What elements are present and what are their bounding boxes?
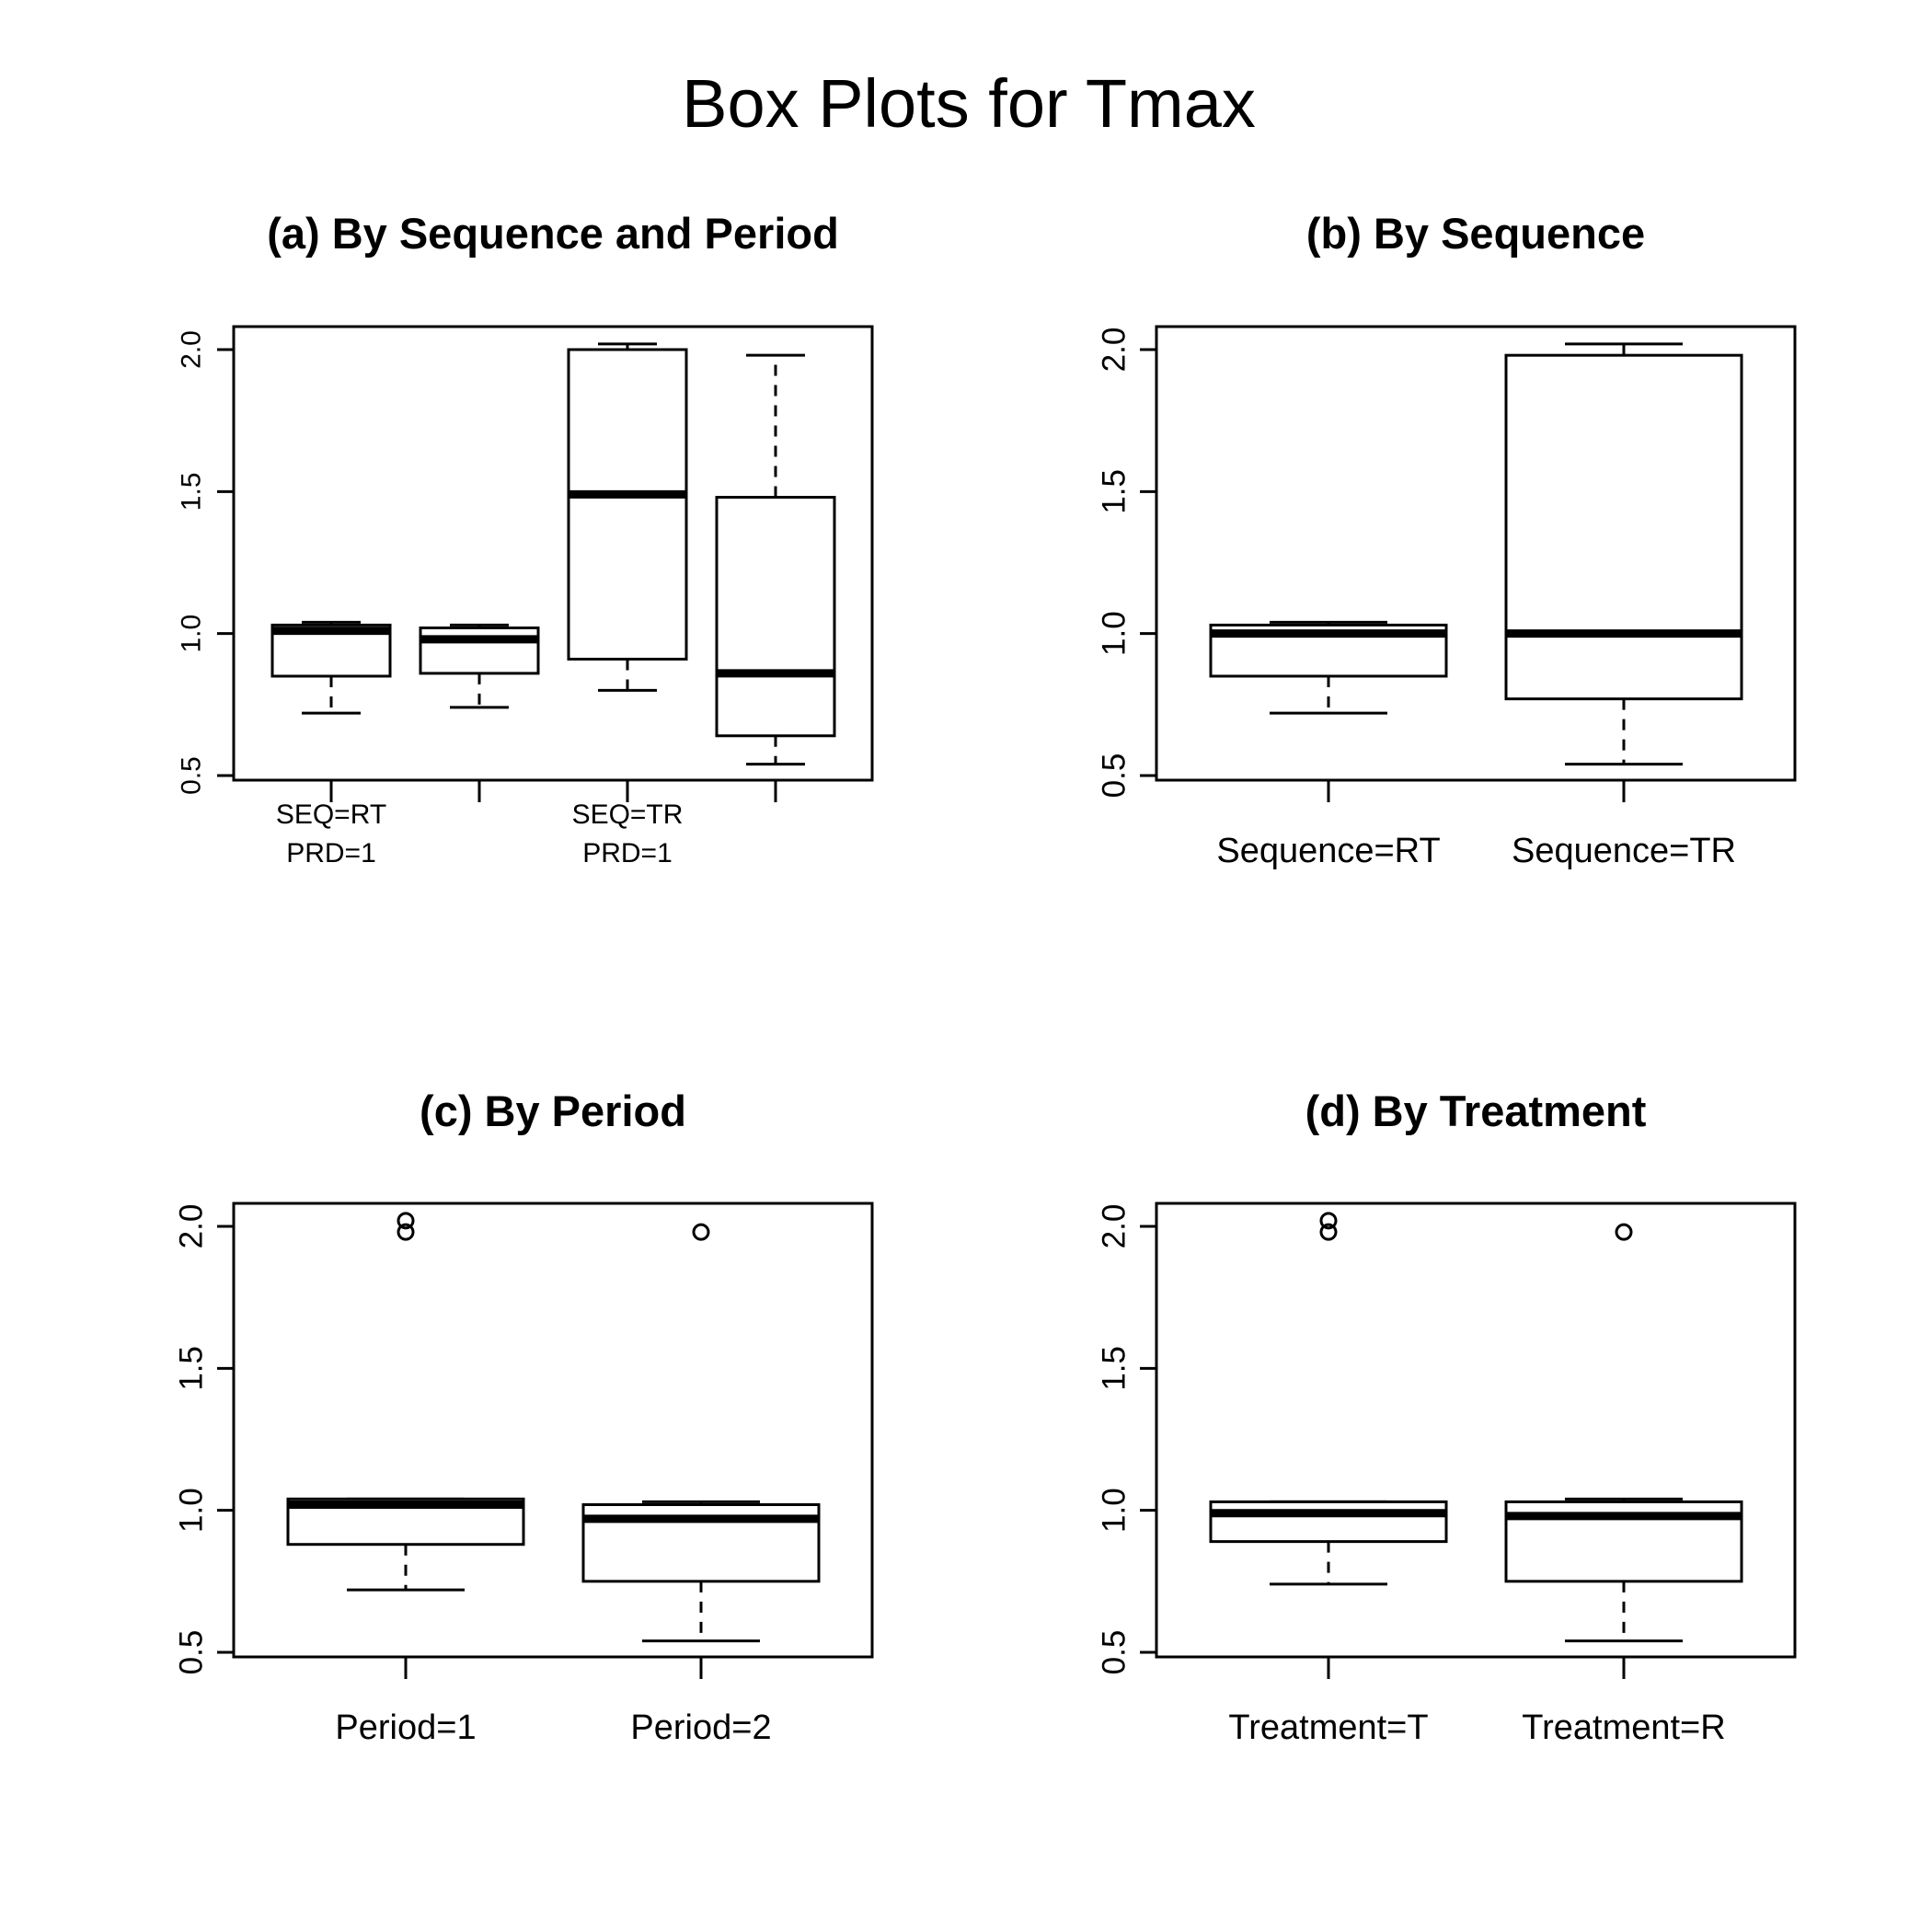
box-body [1209, 1500, 1448, 1544]
outlier-point [1319, 1223, 1338, 1241]
x-category-label: Period=2 [630, 1708, 771, 1747]
box-2: Period=2 [581, 1223, 821, 1747]
panel-c: (c) By Period 0.5 1.0 1.5 2.0 Period=1 Period=… [174, 1087, 874, 1747]
figure-title: Box Plots for Tmax [682, 65, 1256, 142]
x-category-label: Treatment=T [1228, 1708, 1428, 1747]
plot-frame [232, 325, 874, 782]
box-body [567, 348, 688, 661]
outlier-point [1319, 1212, 1338, 1230]
y-tick-label: 2.0 [1097, 1204, 1133, 1249]
panel-title: (c) By Period [420, 1087, 686, 1135]
y-tick-label: 1.5 [177, 472, 207, 511]
y-axis: 0.5 1.0 1.5 2.0 [1097, 328, 1156, 799]
y-axis: 0.5 1.0 1.5 2.0 [1097, 1204, 1156, 1675]
outlier-point [692, 1223, 710, 1241]
panel-d: (d) By Treatment 0.5 1.0 1.5 2.0 Treatment=T T… [1097, 1087, 1797, 1747]
y-tick-label: 0.5 [174, 1630, 210, 1675]
plot-frame [232, 1202, 874, 1659]
box-1: Treatment=T [1209, 1212, 1448, 1747]
box-2: Treatment=R [1504, 1223, 1743, 1747]
box-body [419, 626, 540, 675]
y-tick-label: 1.0 [1097, 611, 1133, 656]
y-tick-label: 1.0 [177, 615, 207, 653]
outlier-point [397, 1223, 415, 1241]
box-2: Sequence=TR [1504, 342, 1743, 870]
x-category-label: Treatment=R [1522, 1708, 1725, 1747]
y-axis: 0.5 1.0 1.5 2.0 [177, 330, 234, 795]
box-4 [715, 353, 836, 802]
y-tick-label: 0.5 [177, 756, 207, 795]
x-category-label: PRD=1 [286, 838, 376, 868]
box-3: SEQ=TR PRD=1 [567, 342, 688, 868]
x-category-label: Sequence=TR [1512, 832, 1736, 870]
box-1: Period=1 [286, 1212, 525, 1747]
panel-title: (b) By Sequence [1306, 209, 1645, 258]
x-category-label: Sequence=RT [1216, 832, 1440, 870]
y-tick-label: 1.0 [1097, 1488, 1133, 1533]
x-category-label: PRD=1 [582, 838, 673, 868]
y-tick-label: 0.5 [1097, 753, 1133, 799]
y-tick-label: 1.5 [1097, 469, 1133, 514]
y-tick-label: 1.0 [174, 1488, 210, 1533]
y-tick-label: 2.0 [177, 330, 207, 369]
panel-a: (a) By Sequence and Period 0.5 1.0 1.5 2.0 SE… [177, 209, 874, 868]
box-2 [419, 623, 540, 802]
panel-title: (d) By Treatment [1305, 1087, 1647, 1135]
box-1: SEQ=RT PRD=1 [270, 620, 392, 868]
y-tick-label: 2.0 [1097, 328, 1133, 373]
panel-b: (b) By Sequence 0.5 1.0 1.5 2.0 Sequence=RT Se… [1097, 209, 1797, 870]
y-tick-label: 0.5 [1097, 1630, 1133, 1675]
x-category-label: SEQ=RT [276, 799, 386, 830]
outlier-point [1615, 1223, 1633, 1241]
y-tick-label: 2.0 [174, 1204, 210, 1249]
y-tick-label: 1.5 [1097, 1346, 1133, 1391]
box-body [1504, 353, 1743, 701]
plot-frame [1155, 325, 1797, 782]
plot-frame [1155, 1202, 1797, 1659]
y-tick-label: 1.5 [174, 1346, 210, 1391]
y-axis: 0.5 1.0 1.5 2.0 [174, 1204, 234, 1675]
x-category-label: SEQ=TR [572, 799, 684, 830]
panel-title: (a) By Sequence and Period [267, 209, 839, 258]
panels: (a) By Sequence and Period 0.5 1.0 1.5 2.0 SE… [174, 209, 1797, 1747]
x-category-label: Period=1 [335, 1708, 476, 1747]
box-body [715, 496, 836, 738]
outlier-point [397, 1212, 415, 1230]
box-1: Sequence=RT [1209, 620, 1448, 870]
